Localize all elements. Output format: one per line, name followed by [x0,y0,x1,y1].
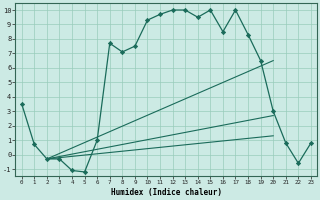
X-axis label: Humidex (Indice chaleur): Humidex (Indice chaleur) [111,188,222,197]
